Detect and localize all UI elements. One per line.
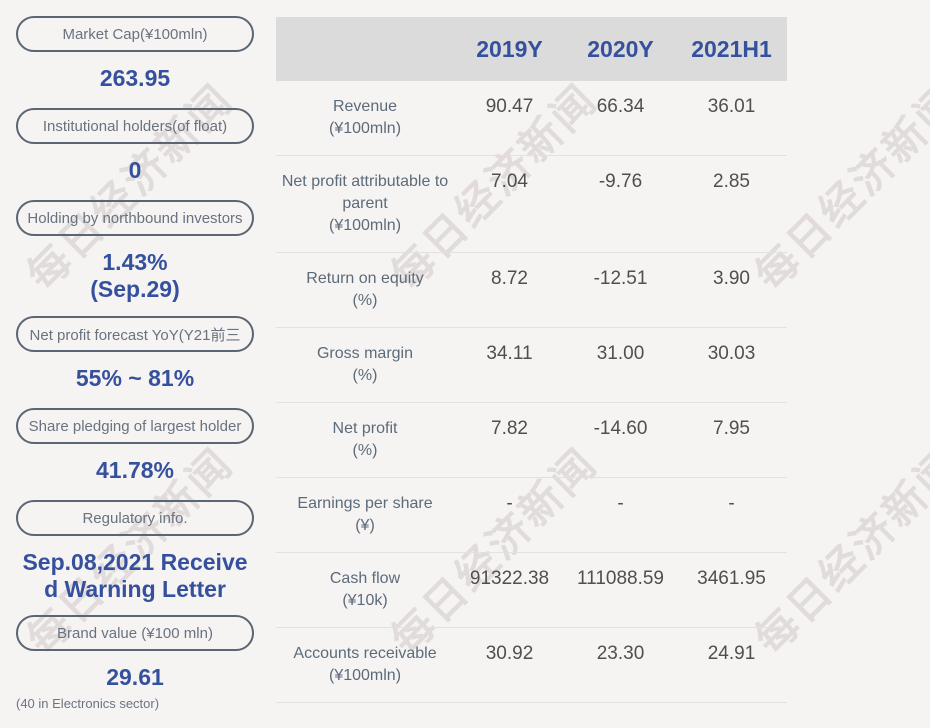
sidebar-stat: Brand value (¥100 mln) 29.61 (40 in Electr… — [16, 615, 254, 711]
stat-pill-label: Market Cap(¥100mln) — [16, 16, 254, 52]
metric-row: Accounts receivable (¥100mln) 30.92 23.30 24… — [276, 628, 787, 703]
metric-name: Net profit attributable to parent — [281, 173, 449, 212]
metric-row: Return on equity (%) 8.72 -12.51 3.90 — [276, 253, 787, 328]
metric-value: 90.47 — [485, 96, 534, 117]
metric-value: 3461.95 — [697, 568, 766, 589]
metric-value: 30.03 — [707, 343, 756, 364]
metric-value: 36.01 — [707, 96, 756, 117]
metric-value: 24.91 — [707, 643, 756, 664]
financials-table: 2019Y 2020Y 2021H1 Revenue (¥100mln) 90.47… — [276, 17, 787, 703]
metric-row: Gross margin (%) 34.11 31.00 30.03 — [276, 328, 787, 403]
metric-name: Earnings per share — [297, 495, 433, 512]
sidebar-stat: Share pledging of largest holder 41.78% — [16, 408, 254, 484]
metric-label: Revenue (¥100mln) — [276, 81, 454, 155]
metric-name: Revenue — [332, 98, 398, 115]
metric-value: 23.30 — [596, 643, 645, 664]
sidebar-stat: Institutional holders(of float) 0 — [16, 108, 254, 184]
table-header-2020y: 2020Y — [587, 35, 654, 62]
stat-value: 29.61 — [16, 664, 254, 691]
stat-value-line: 263.95 — [99, 65, 171, 91]
metric-value: 7.82 — [491, 418, 528, 439]
metric-unit: (%) — [352, 367, 378, 384]
metric-value: 31.00 — [596, 343, 645, 364]
metric-unit: (%) — [352, 292, 378, 309]
metric-value: 8.72 — [491, 268, 528, 289]
metric-value: 66.34 — [596, 96, 645, 117]
stat-pill-label: Regulatory info. — [16, 500, 254, 536]
metric-name: Return on equity — [306, 270, 424, 287]
metric-name: Gross margin — [316, 345, 414, 362]
stat-value-line: 29.61 — [106, 664, 164, 690]
stat-value-line: 41.78% — [95, 457, 174, 483]
stat-value: 55% ~ 81% — [16, 365, 254, 392]
metric-value: - — [506, 493, 513, 514]
metric-value: 30.92 — [485, 643, 534, 664]
metric-value: 7.95 — [713, 418, 750, 439]
metric-value: - — [728, 493, 735, 514]
metric-unit: (¥) — [355, 517, 375, 534]
stat-value: 263.95 — [16, 65, 254, 92]
sidebar-stat: Holding by northbound investors 1.43% (Sep… — [16, 200, 254, 303]
metric-label: Return on equity (%) — [276, 253, 454, 327]
stat-value-line: (Sep.29) — [90, 276, 180, 302]
metric-value: 7.04 — [491, 171, 528, 192]
metric-label: Gross margin (%) — [276, 328, 454, 402]
metric-row: Net profit (%) 7.82 -14.60 7.95 — [276, 403, 787, 478]
metric-unit: (¥100mln) — [328, 120, 402, 137]
stat-value: 0 — [16, 157, 254, 184]
metric-row: Cash flow (¥10k) 91322.38 111088.59 3461.95 — [276, 553, 787, 628]
stat-pill-label: Net profit forecast YoY(Y21前三 — [16, 316, 254, 352]
stat-pill-label: Holding by northbound investors — [16, 200, 254, 236]
metric-value: 34.11 — [486, 343, 533, 364]
stat-value: 41.78% — [16, 457, 254, 484]
metric-label: Cash flow (¥10k) — [276, 553, 454, 627]
sidebar-stat: Net profit forecast YoY(Y21前三 55% ~ 81% — [16, 316, 254, 392]
stat-value-line: 1.43% — [102, 249, 168, 275]
metric-value: -9.76 — [598, 171, 643, 192]
stat-pill-label: Brand value (¥100 mln) — [16, 615, 254, 651]
metric-value: 91322.38 — [469, 568, 550, 589]
metric-row: Net profit attributable to parent (¥100ml… — [276, 156, 787, 253]
table-header-2019y: 2019Y — [476, 35, 543, 62]
metric-value: -12.51 — [593, 268, 648, 289]
stat-value: 1.43% (Sep.29) — [16, 249, 254, 303]
sidebar-stat: Market Cap(¥100mln) 263.95 — [16, 16, 254, 92]
metric-row: Revenue (¥100mln) 90.47 66.34 36.01 — [276, 81, 787, 156]
stat-value-line: 55% ~ 81% — [75, 365, 195, 391]
metric-unit: (¥100mln) — [328, 217, 402, 234]
stat-note: (40 in Electronics sector) — [16, 696, 160, 711]
metric-value: - — [617, 493, 624, 514]
table-body: Revenue (¥100mln) 90.47 66.34 36.01 Net profi… — [276, 81, 787, 703]
metric-unit: (¥10k) — [342, 592, 388, 609]
sidebar-stats: Market Cap(¥100mln) 263.95 Institutional h… — [0, 0, 270, 728]
metric-row: Earnings per share (¥) - - - — [276, 478, 787, 553]
stat-pill-label: Share pledging of largest holder — [16, 408, 254, 444]
metric-unit: (¥100mln) — [328, 667, 402, 684]
metric-label: Net profit (%) — [276, 403, 454, 477]
metric-label: Earnings per share (¥) — [276, 478, 454, 552]
table-header-2021h1: 2021H1 — [691, 35, 772, 62]
metric-value: 3.90 — [713, 268, 750, 289]
stat-pill-label: Institutional holders(of float) — [16, 108, 254, 144]
metric-value: 111088.59 — [577, 568, 664, 589]
stat-value-line: Sep.08,2021 Received Warning Letter — [22, 549, 248, 602]
table-header: 2019Y 2020Y 2021H1 — [276, 17, 787, 81]
metric-label: Net profit attributable to parent (¥100ml… — [276, 156, 454, 252]
metric-unit: (%) — [352, 442, 378, 459]
stat-value-line: 0 — [128, 157, 142, 183]
metric-label: Accounts receivable (¥100mln) — [276, 628, 454, 702]
metric-name: Net profit — [332, 420, 398, 437]
stat-value: Sep.08,2021 Received Warning Letter — [16, 549, 254, 603]
metric-value: -14.60 — [593, 418, 648, 439]
sidebar-stat: Regulatory info. Sep.08,2021 Received War… — [16, 500, 254, 603]
metric-name: Cash flow — [329, 570, 401, 587]
metric-value: 2.85 — [713, 171, 750, 192]
metric-name: Accounts receivable — [293, 645, 437, 662]
